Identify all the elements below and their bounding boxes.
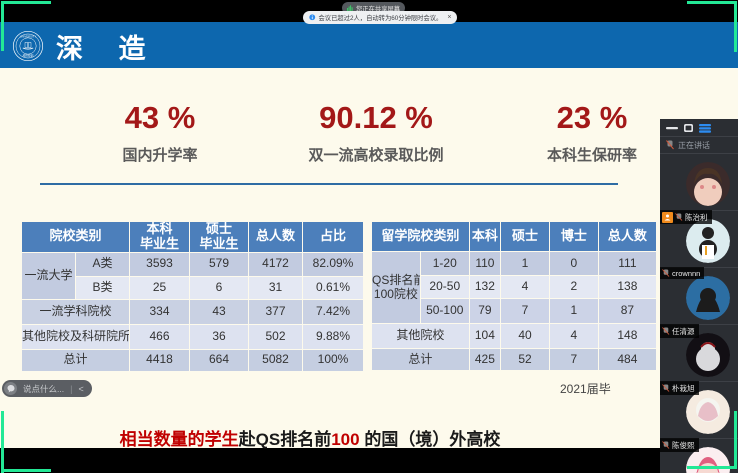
svg-text:校性校训: 校性校训 xyxy=(23,53,34,57)
svg-text:UNIVERSITY: UNIVERSITY xyxy=(20,35,37,39)
